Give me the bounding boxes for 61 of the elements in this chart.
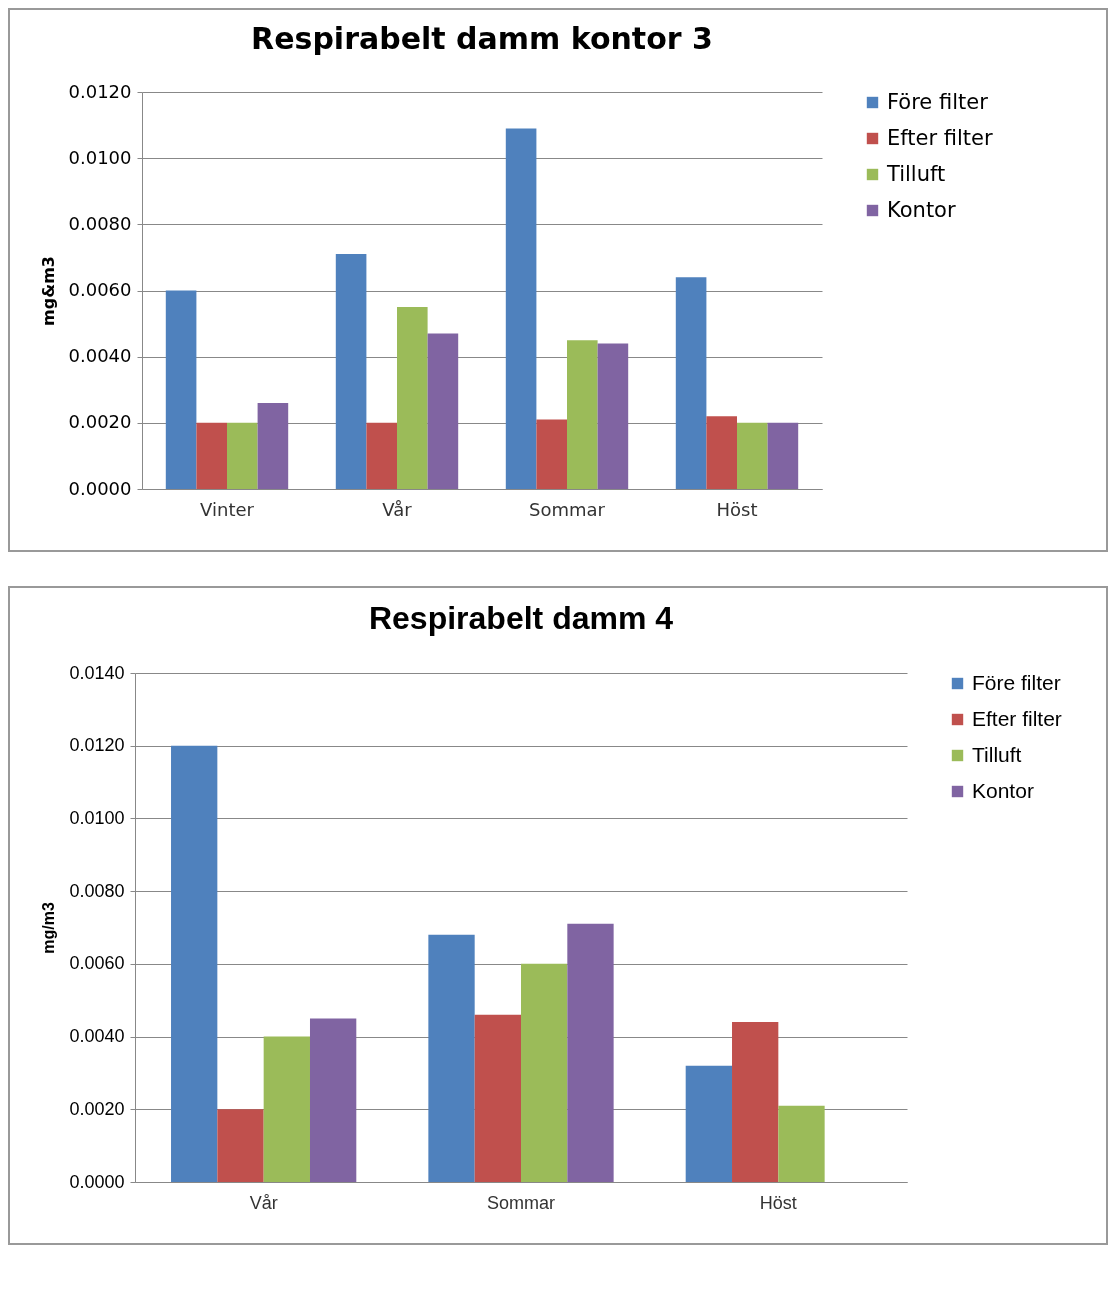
y-tick-label: 0.0020	[68, 411, 132, 433]
y-tick-label: 0.0120	[68, 80, 132, 102]
bar	[706, 416, 737, 489]
y-tick-label: 0.0060	[69, 953, 125, 974]
x-tick-label: Vinter	[200, 498, 255, 520]
y-tick-label: 0.0040	[69, 1026, 125, 1047]
y-tick-label: 0.0140	[69, 662, 125, 683]
y-tick-label: 0.0100	[68, 146, 132, 168]
bar	[397, 307, 428, 489]
legend-label: Tilluft	[972, 742, 1022, 766]
bar	[732, 1022, 779, 1182]
bar	[675, 277, 707, 489]
x-tick-label: Sommar	[486, 1192, 556, 1213]
bar	[427, 333, 459, 489]
x-tick-label: Sommar	[529, 498, 606, 520]
bar	[227, 422, 258, 489]
bar	[335, 254, 367, 489]
y-axis-title: mg/m3	[40, 902, 58, 954]
bar	[474, 1014, 521, 1182]
x-tick-label: Höst	[759, 1192, 797, 1213]
y-tick-label: 0.0000	[69, 1171, 125, 1192]
bar	[685, 1065, 733, 1182]
bar	[521, 963, 568, 1182]
bar	[366, 422, 397, 489]
bar	[567, 340, 598, 489]
y-tick-label: 0.0080	[68, 212, 132, 234]
y-tick-label: 0.0040	[68, 345, 132, 367]
bar	[536, 419, 567, 489]
bar	[263, 1036, 310, 1182]
y-tick-label: 0.0120	[69, 735, 125, 756]
legend-label: Före filter	[887, 89, 989, 114]
bar	[505, 128, 537, 489]
legend-label: Tilluft	[886, 161, 946, 186]
y-tick-label: 0.0000	[68, 477, 132, 499]
bar	[428, 934, 475, 1182]
y-tick-label: 0.0080	[69, 880, 125, 901]
bar	[165, 290, 197, 489]
bar	[767, 422, 799, 489]
bar	[217, 1109, 264, 1182]
bar	[778, 1105, 825, 1182]
y-tick-label: 0.0020	[69, 1098, 125, 1119]
legend-label: Efter filter	[972, 706, 1062, 730]
x-tick-label: Vår	[382, 498, 413, 520]
bar	[171, 745, 218, 1182]
x-tick-label: Höst	[716, 498, 758, 520]
chart-title: Respirabelt damm 4	[368, 600, 674, 636]
bar	[737, 422, 768, 489]
bar	[257, 402, 289, 489]
chart-title: Respirabelt damm kontor 3	[251, 21, 713, 56]
y-axis-title: mg&m3	[38, 256, 58, 326]
y-tick-label: 0.0100	[69, 807, 125, 828]
legend-label: Före filter	[972, 670, 1061, 694]
bar	[597, 343, 629, 489]
legend-label: Efter filter	[887, 125, 993, 150]
legend-label: Kontor	[972, 778, 1034, 802]
y-tick-label: 0.0060	[68, 279, 132, 300]
bar	[196, 422, 227, 489]
x-tick-label: Vår	[249, 1192, 278, 1213]
legend-label: Kontor	[887, 197, 956, 222]
bar	[567, 923, 614, 1182]
bar	[309, 1018, 357, 1182]
